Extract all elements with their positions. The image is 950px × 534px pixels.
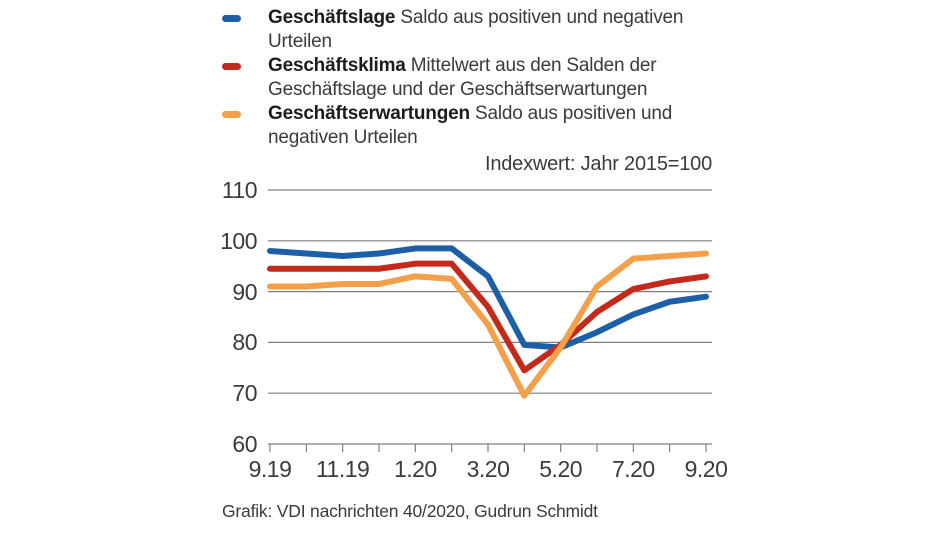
legend-description: Saldo aus positiven und negativen Urteil… xyxy=(268,7,684,52)
x-axis-tick-label: 1.20 xyxy=(393,456,437,482)
legend-term: Geschäftsklima xyxy=(268,55,406,76)
y-axis-tick-label: 60 xyxy=(232,431,257,457)
line-swatch-orange-icon xyxy=(222,111,241,118)
y-axis-tick-label: 110 xyxy=(221,177,258,203)
line-swatch-red-icon xyxy=(222,63,241,70)
legend-entry-geschaeftserwartungen: Geschäftserwartungen Saldo aus positiven… xyxy=(222,102,713,150)
legend-term: Geschäftserwartungen xyxy=(268,103,470,124)
x-axis-tick-label: 11.19 xyxy=(315,456,370,482)
y-axis-tick-label: 100 xyxy=(220,227,257,254)
legend-entry-geschaeftslage: Geschäftslage Saldo aus positiven und ne… xyxy=(222,6,713,54)
chart-legend: Geschäftslage Saldo aus positiven und ne… xyxy=(222,6,713,150)
y-axis-tick-label: 90 xyxy=(232,278,257,305)
line-swatch-blue-icon xyxy=(222,15,241,22)
y-axis-tick-label: 80 xyxy=(232,329,257,356)
legend-description: Saldo aus positiven und negativen Urteil… xyxy=(268,103,673,148)
legend-description: Mittelwert aus den Salden der Geschäftsl… xyxy=(268,55,657,100)
x-axis-tick-label: 9.19 xyxy=(248,456,292,482)
x-axis-tick-label: 7.20 xyxy=(611,456,655,482)
series-line-geschäftsklima xyxy=(267,260,709,374)
y-axis-tick-label: 70 xyxy=(232,380,257,407)
series-line-geschäftslage xyxy=(267,245,709,351)
x-axis-tick-label: 9.20 xyxy=(684,456,728,482)
legend-entry-geschaeftsklima: Geschäftsklima Mittelwert aus den Salden… xyxy=(222,54,713,102)
series-line-geschäftserwartungen xyxy=(267,250,709,399)
x-axis-tick-label: 3.20 xyxy=(466,456,510,482)
source-credit: Grafik: VDI nachrichten 40/2020, Gudrun … xyxy=(222,501,598,521)
index-note: Indexwert: Jahr 2015=100 xyxy=(484,153,712,175)
legend-term: Geschäftslage xyxy=(268,7,396,28)
x-axis-tick-label: 5.20 xyxy=(539,456,583,482)
